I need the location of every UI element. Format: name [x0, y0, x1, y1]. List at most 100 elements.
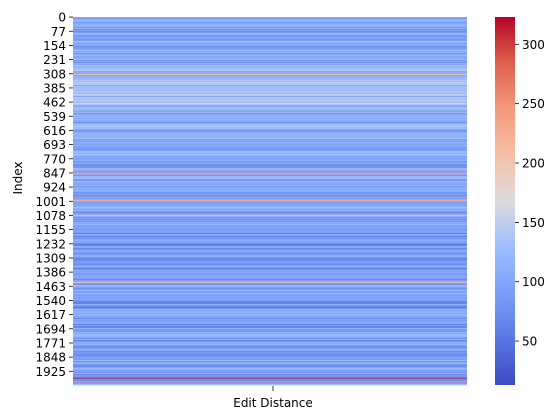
heatmap-cell — [73, 360, 467, 362]
heatmap-cell — [73, 206, 467, 208]
heatmap-cell — [73, 69, 467, 71]
heatmap-cell — [73, 373, 467, 376]
heatmap-cell — [73, 358, 467, 360]
heatmap-cell — [73, 189, 467, 191]
heatmap-cell — [73, 48, 467, 50]
heatmap-cell — [73, 120, 467, 123]
heatmap-cell — [73, 279, 467, 281]
heatmap-cell — [73, 148, 467, 150]
heatmap-cell — [73, 274, 467, 276]
heatmap-cell — [73, 318, 467, 321]
heatmap-cell — [73, 99, 467, 102]
heatmap-cell — [73, 19, 467, 22]
heatmap-cell — [73, 309, 467, 311]
heatmap-cell — [73, 245, 467, 247]
heatmap-cell — [73, 33, 467, 35]
heatmap-cell — [73, 96, 467, 98]
heatmap-cell — [73, 114, 467, 116]
heatmap-cell — [73, 150, 467, 152]
heatmap-cell — [73, 207, 467, 209]
heatmap-cell — [73, 301, 467, 303]
y-tick-label: 847 — [43, 166, 66, 180]
heatmap-cell — [73, 38, 467, 40]
heatmap-cell — [73, 98, 467, 101]
heatmap-cell — [73, 140, 467, 142]
heatmap-cell — [73, 64, 467, 67]
heatmap-cell — [73, 115, 467, 117]
heatmap-cell — [73, 215, 467, 218]
heatmap-cell — [73, 252, 467, 254]
heatmap-cell — [73, 325, 467, 327]
heatmap-cell — [73, 130, 467, 132]
heatmap-cell — [73, 142, 467, 144]
heatmap-cell — [73, 226, 467, 229]
heatmap-cell — [73, 156, 467, 159]
heatmap-cell — [73, 222, 467, 224]
heatmap-cell — [73, 123, 467, 126]
heatmap-cell — [73, 196, 467, 198]
heatmap-cell — [73, 199, 467, 201]
heatmap-cell — [73, 28, 467, 30]
y-tick-label: 539 — [43, 110, 66, 124]
heatmap-cell — [73, 340, 467, 343]
heatmap-cell — [73, 203, 467, 206]
heatmap-cell — [73, 372, 467, 374]
heatmap-cell — [73, 57, 467, 59]
heatmap-cell — [73, 175, 467, 177]
y-tick-label: 924 — [43, 181, 66, 195]
heatmap-cell — [73, 258, 467, 260]
y-axis-ticks: 0771542313083854625396166937708479241001… — [35, 11, 73, 379]
heatmap-cell — [73, 284, 467, 287]
heatmap-cell — [73, 341, 467, 344]
heatmap-cell — [73, 101, 467, 103]
heatmap-cell — [73, 50, 467, 52]
heatmap-cell — [73, 268, 467, 270]
heatmap-cell — [73, 155, 467, 158]
heatmap-cell — [73, 336, 467, 338]
heatmap-cell — [73, 82, 467, 84]
heatmap-cell — [73, 300, 467, 302]
y-tick-label: 231 — [43, 53, 66, 67]
y-axis-label: Index — [11, 161, 25, 194]
heatmap-cell — [73, 246, 467, 248]
heatmap-cell — [73, 63, 467, 66]
heatmap-cell — [73, 194, 467, 196]
heatmap-cell — [73, 107, 467, 109]
heatmap-cell — [73, 316, 467, 318]
heatmap-cell — [73, 244, 467, 246]
heatmap-cell — [73, 285, 467, 287]
heatmap-cell — [73, 292, 467, 294]
heatmap-cell — [73, 366, 467, 368]
heatmap-cell — [73, 384, 467, 386]
heatmap-cell — [73, 224, 467, 226]
heatmap-cell — [73, 92, 467, 94]
heatmap-cell — [73, 78, 467, 80]
heatmap-cell — [73, 247, 467, 250]
heatmap-cell — [73, 369, 467, 371]
heatmap-cell — [73, 121, 467, 124]
heatmap-cell — [73, 74, 467, 77]
heatmap-cell — [73, 217, 467, 219]
heatmap-cell — [73, 76, 467, 79]
heatmap-cell — [73, 23, 467, 25]
heatmap-cell — [73, 332, 467, 334]
heatmap-cell — [73, 276, 467, 278]
heatmap-cell — [73, 286, 467, 288]
heatmap-cell — [73, 357, 467, 359]
heatmap-cell — [73, 168, 467, 171]
heatmap-cell — [73, 223, 467, 225]
heatmap-cell — [73, 117, 467, 119]
heatmap-cell — [73, 374, 467, 377]
heatmap-cell — [73, 191, 467, 194]
heatmap-cell — [73, 232, 467, 234]
heatmap-cell — [73, 200, 467, 202]
heatmap-cell — [73, 167, 467, 170]
colorbar-tick-label: 200 — [522, 157, 545, 171]
y-tick-label: 1771 — [35, 336, 66, 350]
y-tick-label: 0 — [58, 11, 66, 25]
colorbar-ticks: 50 100 150 200 250 300 — [515, 38, 545, 349]
heatmap-cell — [73, 132, 467, 134]
heatmap-cell — [73, 350, 467, 353]
heatmap-cell — [73, 319, 467, 321]
heatmap-cell — [73, 368, 467, 370]
